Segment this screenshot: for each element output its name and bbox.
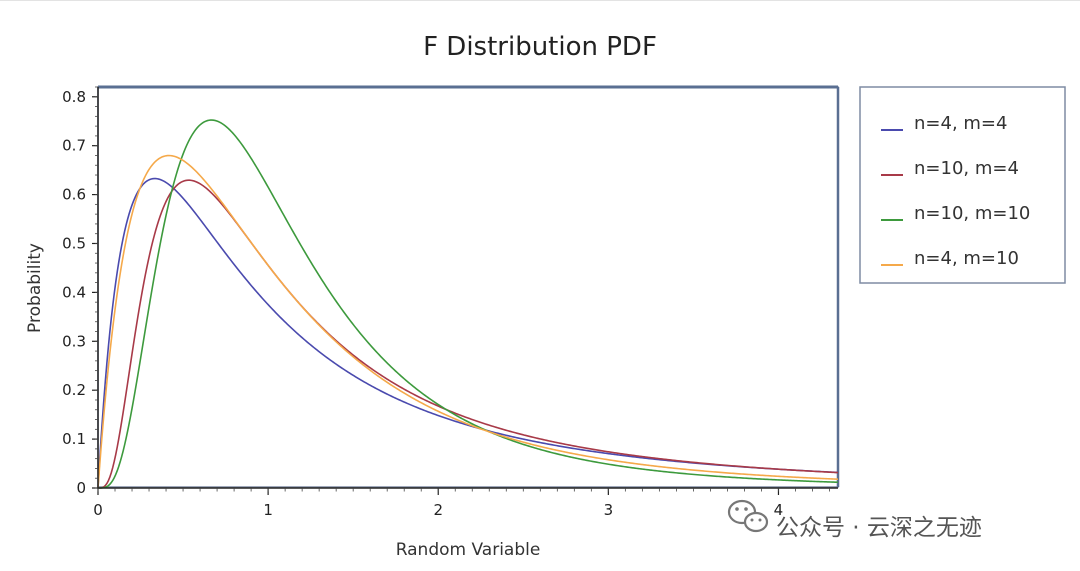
wechat-icon bbox=[727, 499, 769, 533]
x-tick-label: 3 bbox=[604, 501, 614, 519]
y-tick-label: 0.8 bbox=[62, 88, 86, 106]
y-axis-label: Probability bbox=[25, 243, 45, 333]
series-layer bbox=[97, 119, 839, 489]
watermark-text: 公众号 · 云深之无迹 bbox=[776, 515, 982, 541]
x-tick-label: 0 bbox=[93, 501, 103, 519]
y-axis-ticks: 0 0.1 0.2 0.3 0.4 0.5 0.6 0.7 0.8 bbox=[62, 86, 98, 497]
legend-entry-2: n=10, m=4 bbox=[914, 158, 1019, 179]
y-tick-label: 0.7 bbox=[62, 137, 86, 155]
x-axis-ticks: 0 1 2 3 4 bbox=[93, 488, 830, 519]
legend: n=4, m=4 n=10, m=4 n=10, m=10 n=4, m=10 bbox=[881, 113, 1030, 269]
y-tick-label: 0.1 bbox=[62, 430, 86, 448]
y-tick-label: 0 bbox=[76, 479, 86, 497]
chart-title: F Distribution PDF bbox=[423, 32, 657, 62]
series-line-4 bbox=[97, 154, 839, 489]
y-tick-label: 0.2 bbox=[62, 381, 86, 399]
legend-entry-4: n=4, m=10 bbox=[914, 248, 1019, 269]
watermark: 公众号 · 云深之无迹 bbox=[727, 499, 982, 541]
plot-area-frame bbox=[97, 86, 839, 488]
series-line-3 bbox=[98, 119, 839, 489]
x-tick-label: 1 bbox=[263, 501, 273, 519]
x-axis-label: Random Variable bbox=[396, 540, 541, 560]
y-tick-label: 0.6 bbox=[62, 186, 86, 204]
top-divider bbox=[0, 0, 1080, 1]
y-tick-label: 0.4 bbox=[62, 283, 86, 301]
y-tick-label: 0.5 bbox=[62, 234, 86, 252]
legend-box bbox=[859, 86, 1066, 284]
x-tick-label: 4 bbox=[774, 501, 784, 519]
y-tick-label: 0.3 bbox=[62, 332, 86, 350]
x-tick-label: 2 bbox=[433, 501, 443, 519]
legend-entry-1: n=4, m=4 bbox=[914, 113, 1007, 134]
legend-entry-3: n=10, m=10 bbox=[914, 203, 1030, 224]
series-line-2 bbox=[97, 179, 839, 489]
